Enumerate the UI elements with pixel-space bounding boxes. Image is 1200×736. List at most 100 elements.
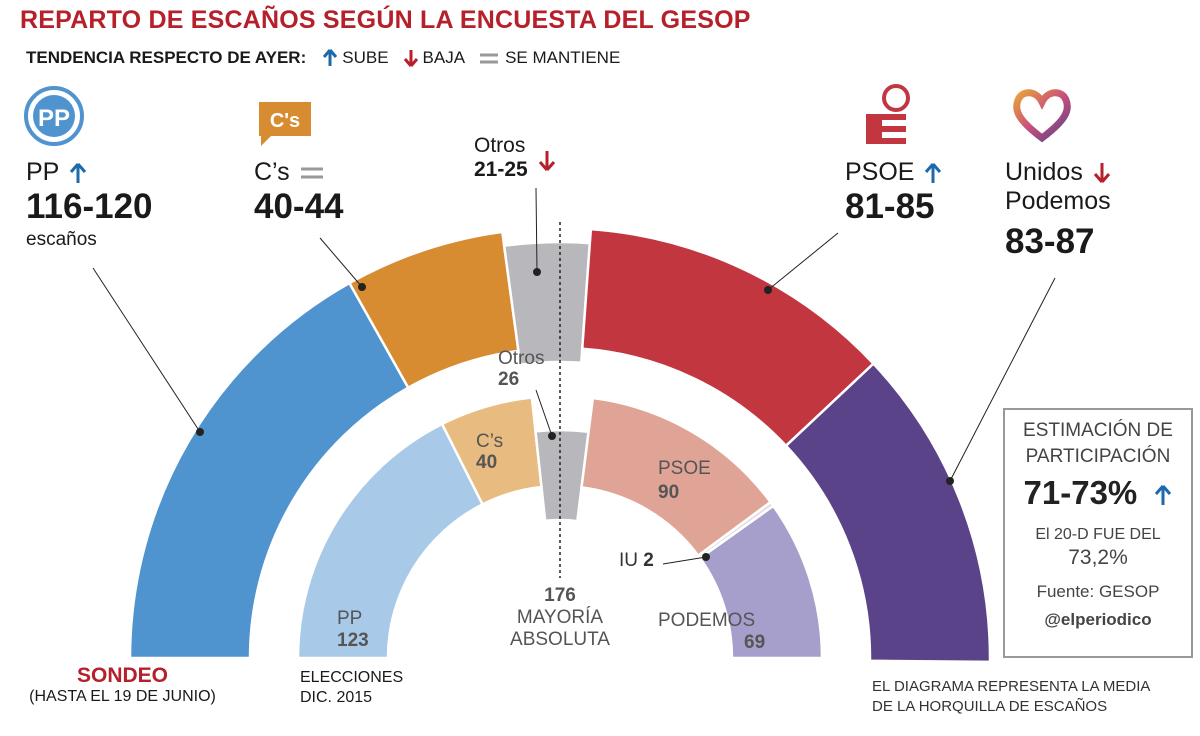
psoe-range: 81-85 <box>845 187 935 226</box>
cs-range: 40-44 <box>254 187 344 226</box>
arrow-up-icon <box>70 162 87 183</box>
iu-2015-name: IU <box>619 550 638 571</box>
elecciones-label: ELECCIONES DIC. 2015 <box>300 668 403 708</box>
diagram-note-line2: DE LA HORQUILLA DE ESCAÑOS <box>872 698 1108 715</box>
podemos-leader-dot <box>946 477 954 485</box>
pp-2015-arc <box>296 422 485 660</box>
participation-value-row: 71-73% <box>1005 474 1191 512</box>
podemos-name-1: Unidos <box>1005 158 1083 186</box>
iu-2015-value: 2 <box>643 550 654 571</box>
otros-2015-leader <box>535 389 553 437</box>
otros-2015-name: Otros <box>498 348 545 369</box>
handle-label: @elperiodico <box>1044 610 1152 629</box>
pp-2015-name: PP <box>337 608 363 629</box>
participation-prev-label: El 20-D FUE DEL <box>1035 526 1161 543</box>
arrow-down-icon <box>538 151 555 171</box>
psoe-fist-icon <box>866 114 906 144</box>
pp-label: PP 116-120 escaños <box>26 158 153 251</box>
pp-leader-dot <box>196 428 204 436</box>
podemos-2015-name: PODEMOS <box>658 610 756 631</box>
psoe-rose-icon <box>882 84 910 112</box>
otros-leader-dot <box>533 268 541 276</box>
cs-2015-name: C’s <box>476 431 504 452</box>
iu-2015-label: IU 2 <box>619 550 654 572</box>
arrow-up-icon <box>925 162 942 183</box>
participation-heading-2: PARTICIPACIÓN <box>1025 446 1171 467</box>
elecciones-line1: ELECCIONES <box>300 669 404 686</box>
sondeo-sub: (HASTA EL 19 DE JUNIO) <box>29 688 216 705</box>
psoe-2015-label: PSOE 90 <box>658 457 711 505</box>
trend-down-label: BAJA <box>422 48 466 67</box>
arrow-down-icon <box>1093 162 1110 183</box>
pp-2015-value: 123 <box>337 630 369 651</box>
otros-2015-value: 26 <box>498 369 520 390</box>
cs-label: C’s 40-44 <box>254 158 344 227</box>
heart-icon <box>1013 89 1071 143</box>
elecciones-line2: DIC. 2015 <box>300 689 373 706</box>
trend-down-item: BAJA <box>403 48 466 68</box>
sondeo-arcs <box>128 227 992 664</box>
pp-2015-label: PP 123 <box>337 608 369 652</box>
pp-logo-circle <box>24 86 84 146</box>
cs-logo-shape <box>259 102 311 146</box>
psoe-2015-name: PSOE <box>658 458 711 479</box>
psoe-label: PSOE 81-85 <box>845 158 942 227</box>
cs-logo: C's <box>259 102 311 146</box>
podemos-sondeo-arc <box>784 361 992 664</box>
otros-name: Otros <box>474 134 526 157</box>
podemos-2015-label: PODEMOS 69 <box>658 610 765 654</box>
pp-range: 116-120 <box>26 187 153 226</box>
psoe-leader <box>767 232 839 291</box>
pp-logo: PP <box>24 86 84 146</box>
podemos-2015-value: 69 <box>744 632 766 653</box>
psoe-leader-dot <box>764 286 772 294</box>
cs-sondeo-arc <box>347 230 520 390</box>
equals-icon <box>300 167 323 178</box>
chart-title: REPARTO DE ESCAÑOS SEGÚN LA ENCUESTA DEL… <box>20 6 751 34</box>
cs-logo-text: C's <box>270 110 300 132</box>
cs-2015-value: 40 <box>476 452 498 473</box>
iu-2015-leader-dot <box>702 553 710 561</box>
cs-leader-dot <box>358 283 366 291</box>
majority-line1: MAYORÍA <box>516 607 604 628</box>
podemos-2015-arc <box>698 504 824 660</box>
pp-unit: escaños <box>26 229 97 250</box>
equals-icon <box>480 53 499 64</box>
otros-2015-leader-dot <box>548 432 556 440</box>
pp-name: PP <box>26 158 60 186</box>
trend-legend: TENDENCIA RESPECTO DE AYER: SUBE BAJA SE… <box>26 48 634 68</box>
otros-2015-arc <box>534 428 590 523</box>
podemos-logo <box>1013 89 1071 143</box>
cs-leader <box>319 237 363 288</box>
participation-box: ESTIMACIÓN DE PARTICIPACIÓN 71-73% El 20… <box>1003 408 1193 658</box>
trend-up-label: SUBE <box>342 48 389 67</box>
podemos-label: Unidos Podemos 83-87 <box>1005 158 1111 262</box>
podemos-range: 83-87 <box>1005 222 1095 261</box>
participation-heading-1: ESTIMACIÓN DE <box>1023 420 1173 441</box>
arrow-up-icon <box>1155 485 1172 506</box>
participation-value: 71-73% <box>1023 474 1138 511</box>
otros-sondeo-arc <box>502 240 592 367</box>
otros-2015-label: Otros 26 <box>498 348 544 390</box>
podemos-leader <box>949 277 1056 482</box>
psoe-name: PSOE <box>845 158 915 186</box>
trend-legend-label: TENDENCIA RESPECTO DE AYER: <box>26 48 307 67</box>
otros-range: 21-25 <box>474 158 528 181</box>
diagram-note-line1: EL DIAGRAMA REPRESENTA LA MEDIA <box>872 678 1151 695</box>
trend-same-item: SE MANTIENE <box>479 48 620 68</box>
podemos-name-2: Podemos <box>1005 187 1111 215</box>
pp-leader <box>92 267 201 433</box>
majority-line2: ABSOLUTA <box>510 629 610 650</box>
cs-name: C’s <box>254 158 290 186</box>
leader-lines <box>92 187 1056 565</box>
source-label: Fuente: GESOP <box>1036 582 1160 601</box>
cs-2015-label: C’s 40 <box>476 431 503 473</box>
trend-up-item: SUBE <box>322 48 389 68</box>
majority-label: 176 MAYORÍA ABSOLUTA <box>490 585 630 651</box>
majority-value: 176 <box>544 585 576 606</box>
pp-logo-inner <box>33 95 75 137</box>
participation-prev-value: 73,2% <box>1068 546 1128 569</box>
elecciones-2015-arcs <box>296 396 824 660</box>
arrow-up-icon <box>323 49 338 66</box>
